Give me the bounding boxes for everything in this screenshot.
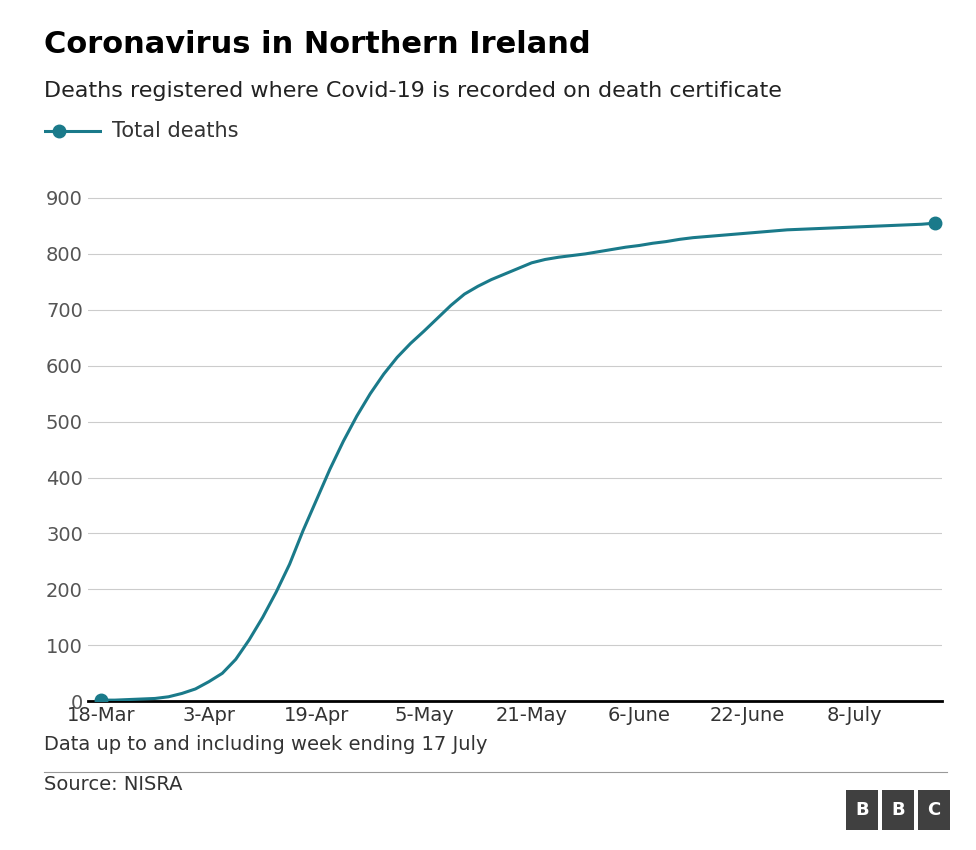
Text: Source: NISRA: Source: NISRA xyxy=(44,775,183,794)
Text: Coronavirus in Northern Ireland: Coronavirus in Northern Ireland xyxy=(44,30,590,59)
Bar xyxy=(882,790,914,830)
Bar xyxy=(918,790,950,830)
Bar xyxy=(846,790,878,830)
Text: Total deaths: Total deaths xyxy=(112,121,239,141)
Text: C: C xyxy=(927,801,941,819)
Text: Deaths registered where Covid-19 is recorded on death certificate: Deaths registered where Covid-19 is reco… xyxy=(44,81,782,101)
Text: B: B xyxy=(891,801,905,819)
Text: B: B xyxy=(855,801,869,819)
Text: Data up to and including week ending 17 July: Data up to and including week ending 17 … xyxy=(44,735,487,754)
